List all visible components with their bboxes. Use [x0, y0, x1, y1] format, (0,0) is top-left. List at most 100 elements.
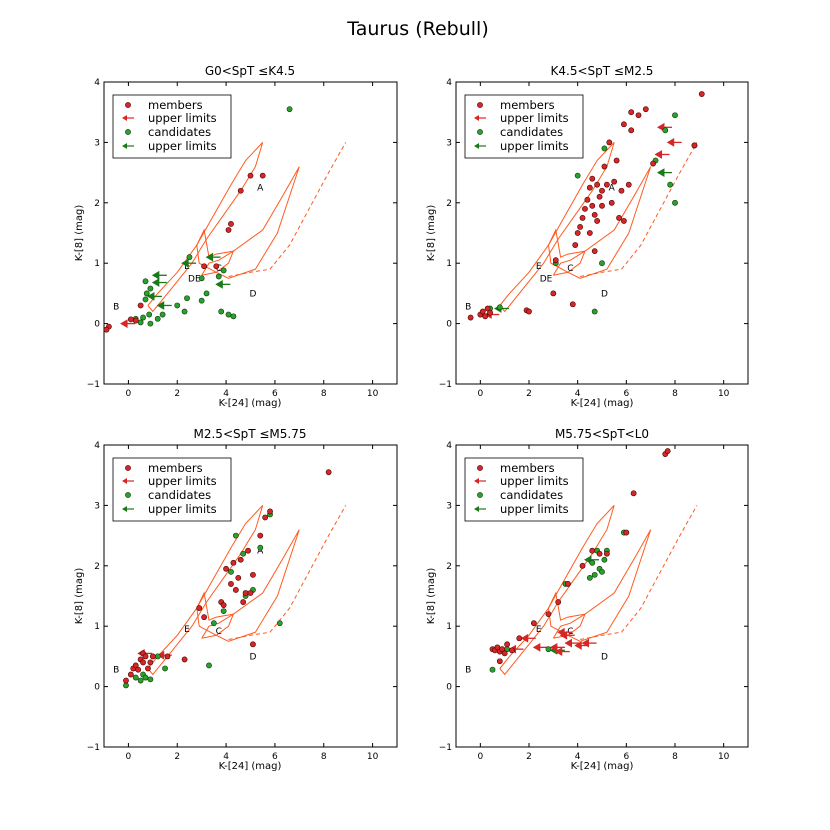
y-tick-label: 0	[94, 683, 100, 693]
candidate-point	[162, 665, 168, 672]
member-point	[509, 647, 515, 654]
member-point	[501, 650, 508, 657]
member-point	[577, 224, 583, 230]
member-upper-limit-arrow	[564, 638, 580, 648]
y-tick-label: 2	[94, 562, 100, 572]
panel-title: K4.5<SpT ≤M2.5	[551, 64, 654, 78]
legend-candidate-marker	[125, 129, 131, 135]
member-point	[225, 227, 232, 233]
arrow-head	[474, 478, 479, 484]
member-point	[579, 562, 586, 569]
arrow-head	[554, 647, 563, 656]
arrow-head	[583, 555, 592, 565]
candidate-upper-limit-arrow	[583, 555, 599, 565]
region-label: C	[216, 264, 222, 274]
member-point	[698, 91, 705, 97]
x-tick-label: 10	[367, 752, 379, 762]
arrow-head	[122, 478, 127, 484]
legend-candidate-upper-limits-label: upper limits	[500, 502, 569, 516]
arrow-head	[122, 115, 127, 121]
legend-candidates-label: candidates	[148, 125, 211, 139]
member-point	[613, 157, 620, 164]
y-tick-label: 1	[94, 259, 100, 269]
x-tick-label: 0	[126, 752, 132, 762]
y-tick-label: 3	[446, 501, 452, 511]
member-point	[482, 313, 489, 320]
member-point	[664, 448, 671, 454]
region-label: A	[257, 184, 264, 194]
candidate-point	[589, 559, 596, 566]
arrow-head	[656, 122, 665, 132]
candidate-point	[154, 653, 161, 660]
member-point	[594, 181, 601, 188]
model-grid-outline	[147, 505, 264, 676]
member-point	[262, 514, 269, 521]
y-axis-label: K-[8] (mag)	[426, 568, 437, 625]
region-label: C	[567, 264, 573, 274]
candidate-upper-limit-arrow	[151, 278, 167, 287]
member-point	[596, 193, 603, 200]
region-label: C	[216, 627, 222, 637]
legend-box	[112, 457, 232, 522]
y-tick-label: 4	[446, 441, 452, 451]
y-tick-label: 3	[446, 138, 452, 148]
y-tick-label: 0	[446, 320, 452, 330]
member-upper-limit-arrow	[520, 633, 536, 643]
candidate-point	[599, 260, 605, 267]
candidate-point	[276, 620, 283, 627]
region-label: E	[536, 262, 542, 272]
candidate-point	[203, 290, 210, 297]
candidate-point	[286, 106, 293, 113]
member-upper-limit-arrow	[654, 150, 670, 159]
member-point	[242, 590, 249, 596]
member-point	[257, 532, 264, 539]
x-axis-label: K-[24] (mag)	[219, 761, 282, 772]
candidate-upper-limit-arrow	[215, 279, 231, 289]
region-label: DE	[540, 274, 553, 284]
model-grid-outline	[201, 249, 235, 276]
legend-candidates-label: candidates	[500, 488, 563, 502]
member-point	[467, 314, 474, 321]
arrow-head	[654, 150, 663, 159]
member-point	[230, 559, 237, 566]
y-tick-label: −1	[439, 743, 452, 753]
y-tick-label: 2	[446, 562, 452, 572]
member-point	[142, 653, 149, 660]
member-point	[625, 181, 632, 188]
candidate-point	[232, 532, 239, 539]
region-label: B	[465, 666, 471, 676]
candidate-point	[198, 297, 205, 304]
y-tick-label: 3	[94, 501, 100, 511]
member-point	[552, 257, 559, 264]
member-point	[232, 587, 239, 593]
arrow-head	[581, 638, 590, 648]
member-point	[228, 581, 234, 587]
member-point	[589, 547, 596, 554]
legend-candidate-upper-limits-label: upper limits	[148, 139, 217, 153]
candidate-upper-limit-arrow	[205, 252, 221, 262]
member-upper-limit-arrow	[559, 630, 575, 640]
member-point	[603, 550, 610, 557]
model-grid-outline	[548, 166, 652, 279]
member-point	[149, 653, 156, 660]
arrow-head	[474, 115, 479, 121]
arrow-head	[181, 258, 189, 268]
member-point	[565, 581, 571, 587]
y-tick-label: 2	[446, 199, 452, 209]
model-grid-outline	[201, 612, 235, 639]
member-point	[135, 666, 142, 673]
member-point	[147, 659, 154, 666]
model-grid-outline	[499, 142, 615, 313]
x-tick-label: 4	[223, 389, 229, 399]
member-point	[164, 653, 171, 660]
member-point	[496, 658, 503, 665]
candidate-point	[147, 285, 154, 292]
region-label: B	[113, 303, 119, 313]
member-point	[127, 316, 134, 323]
candidate-point	[257, 544, 264, 551]
region-label: E	[536, 625, 542, 635]
model-grid-dashed	[228, 142, 347, 277]
